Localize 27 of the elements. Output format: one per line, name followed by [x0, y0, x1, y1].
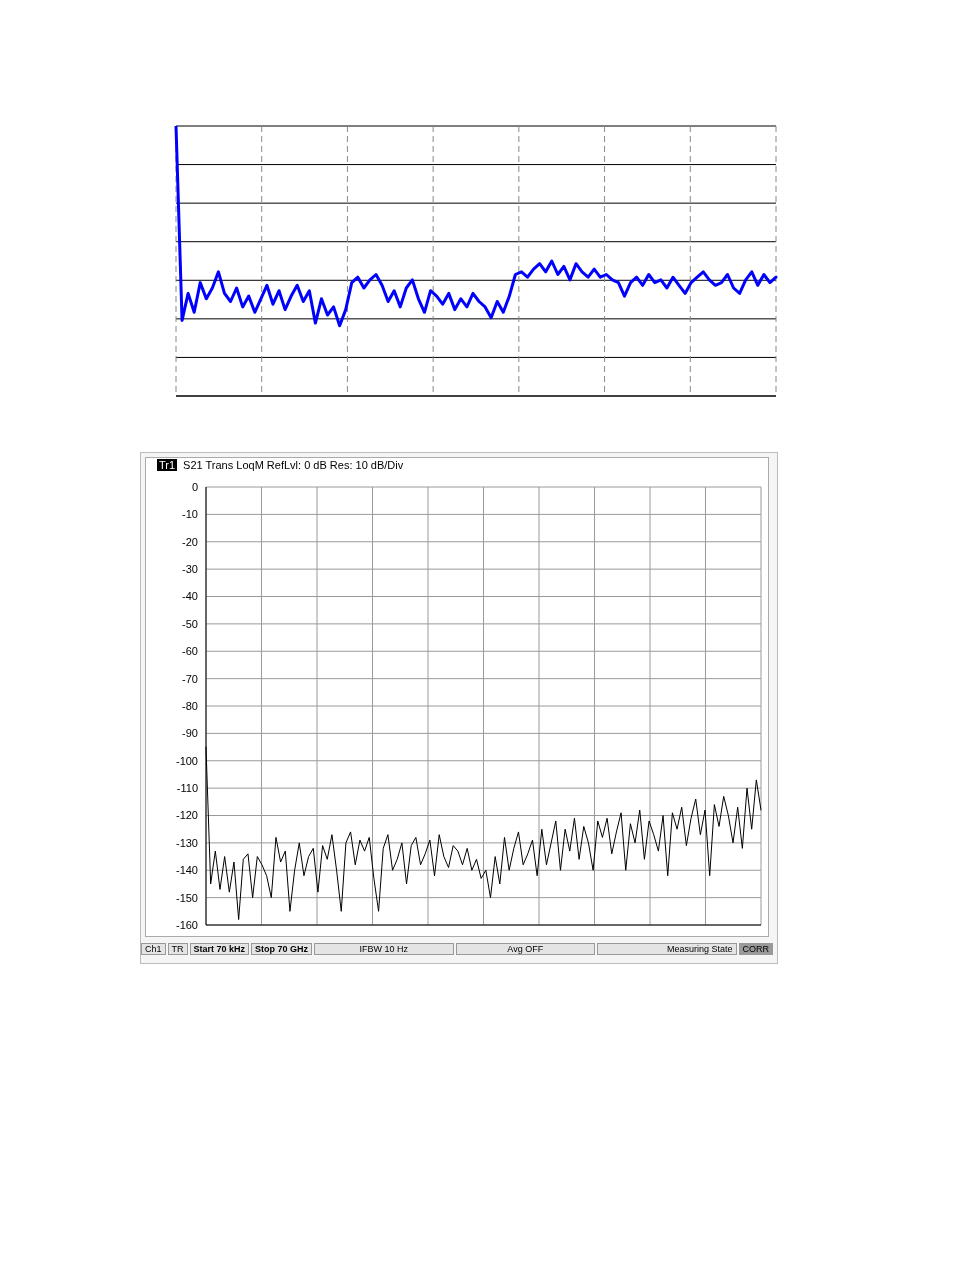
text: Avg OFF: [455, 943, 596, 955]
y-tick-label: -90: [182, 727, 198, 740]
text: Tr1: [157, 459, 178, 471]
text: Ch1: [141, 943, 166, 955]
y-tick-label: -110: [176, 782, 198, 795]
y-tick-label: -120: [175, 809, 198, 822]
text: Stop 70 GHz: [251, 943, 313, 955]
text: Start 70 kHz: [189, 943, 250, 955]
y-tick-label: -160: [175, 918, 198, 931]
y-tick-label: -100: [175, 754, 198, 767]
y-tick-label: -130: [175, 836, 198, 849]
chart-title: S21 Trans LoqM RefLvl: 0 dB Res: 10 dB/Div: [183, 459, 404, 471]
y-tick-label: -140: [175, 864, 198, 877]
y-tick-label: -40: [182, 590, 198, 603]
text: IFBW 10 Hz: [314, 943, 454, 955]
text: TR: [167, 943, 188, 955]
y-tick-label: -70: [182, 672, 198, 685]
y-tick-label: -30: [182, 563, 198, 576]
text: Measuring State: [597, 943, 737, 955]
y-tick-label: -150: [175, 891, 198, 904]
y-tick-label: 0: [191, 480, 198, 493]
y-tick-label: -50: [182, 617, 198, 630]
y-tick-label: -80: [182, 699, 198, 712]
y-tick-label: -20: [182, 535, 198, 548]
y-tick-label: -10: [182, 508, 198, 521]
y-tick-label: -60: [182, 645, 198, 658]
text: CORR: [738, 943, 774, 955]
